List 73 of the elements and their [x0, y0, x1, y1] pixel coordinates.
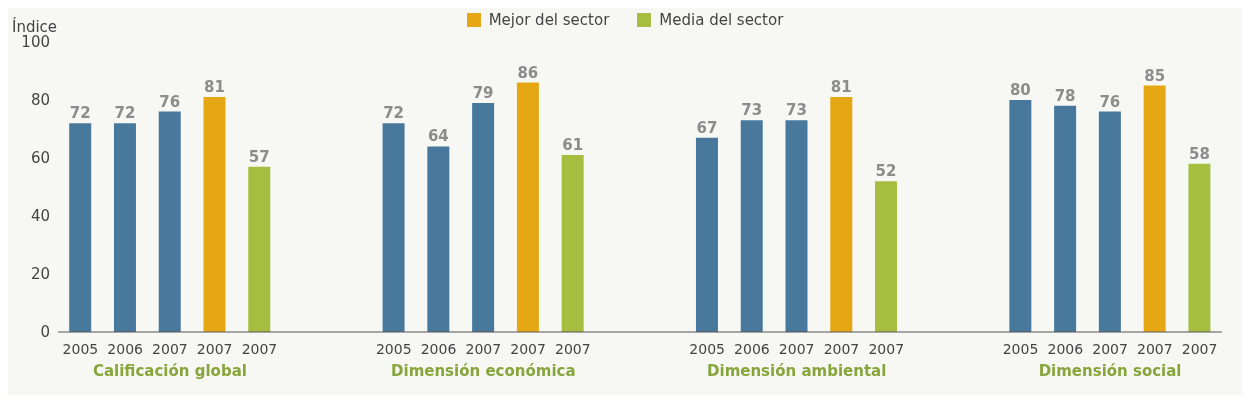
x-tick-label: 2007 — [778, 341, 815, 357]
x-tick-label: 2005 — [1002, 341, 1039, 357]
data-label: 72 — [383, 104, 405, 123]
text: Dimensión ambiental — [707, 362, 887, 380]
data-label: 76 — [159, 92, 181, 111]
y-tick-label: 80 — [30, 91, 50, 110]
x-tick-label: 2006 — [420, 341, 457, 357]
data-label: 64 — [427, 127, 449, 146]
bar — [427, 146, 450, 332]
data-label: 58 — [1188, 144, 1210, 163]
bar — [382, 123, 405, 332]
data-label: 80 — [1009, 81, 1031, 99]
data-label: 73 — [741, 101, 763, 120]
bar — [785, 120, 808, 332]
bar — [875, 181, 898, 332]
text: Dimensión económica — [391, 362, 576, 380]
data-label: 52 — [875, 162, 897, 181]
data-label: 81 — [204, 78, 225, 97]
bar — [695, 137, 718, 332]
y-tick-label: 100 — [21, 33, 50, 52]
text: Calificación global — [92, 362, 247, 380]
bar — [158, 111, 181, 332]
data-label: 86 — [517, 63, 539, 82]
data-label: 73 — [786, 101, 807, 120]
x-tick-label: 2007 — [868, 341, 905, 357]
text: Dimensión social — [1038, 362, 1182, 380]
data-label: 76 — [1099, 92, 1121, 111]
data-label: 79 — [472, 83, 494, 102]
data-label: 67 — [696, 118, 718, 137]
data-label: 78 — [1054, 86, 1076, 105]
bar — [1098, 111, 1121, 332]
x-tick-label: 2007 — [823, 341, 860, 357]
legend-label: Media del sector — [658, 11, 784, 29]
x-tick-label: 2007 — [152, 341, 188, 357]
bar — [1009, 100, 1032, 332]
bar — [561, 155, 584, 332]
bar — [203, 97, 226, 332]
x-tick-label: 2007 — [1092, 341, 1128, 357]
data-label: 72 — [114, 104, 136, 123]
bar — [472, 102, 495, 332]
x-tick-label: 2005 — [689, 341, 725, 357]
x-tick-label: 2006 — [734, 341, 770, 357]
data-label: 81 — [830, 78, 852, 97]
bar — [1143, 85, 1166, 332]
x-tick-label: 2007 — [196, 341, 233, 357]
bar — [1054, 105, 1077, 332]
x-tick-label: 2007 — [1137, 341, 1173, 357]
data-label: 61 — [562, 136, 584, 155]
data-label: 72 — [69, 104, 91, 123]
y-tick-label: 20 — [30, 265, 50, 284]
x-tick-label: 2007 — [241, 341, 278, 357]
bar — [516, 82, 539, 332]
x-tick-label: 2005 — [62, 341, 99, 357]
x-tick-label: 2006 — [107, 341, 144, 357]
x-tick-label: 2006 — [1047, 341, 1084, 357]
y-tick-label: 0 — [40, 323, 50, 342]
legend-label: Mejor del sector — [487, 11, 610, 29]
x-tick-label: 2005 — [375, 341, 412, 357]
bar — [1188, 163, 1211, 332]
bar — [740, 120, 763, 332]
y-tick-label: 40 — [30, 207, 50, 226]
data-label: 57 — [248, 147, 270, 166]
y-tick-label: 60 — [30, 149, 50, 168]
data-label: 85 — [1144, 66, 1166, 85]
x-tick-label: 2007 — [555, 341, 591, 357]
bar — [830, 97, 853, 332]
x-tick-label: 2007 — [1181, 341, 1218, 357]
bar — [69, 123, 92, 332]
y-axis-title: Índice — [12, 18, 58, 36]
bar — [248, 166, 271, 332]
x-tick-label: 2007 — [510, 341, 546, 357]
bar — [113, 123, 136, 332]
x-tick-label: 2007 — [465, 341, 502, 357]
